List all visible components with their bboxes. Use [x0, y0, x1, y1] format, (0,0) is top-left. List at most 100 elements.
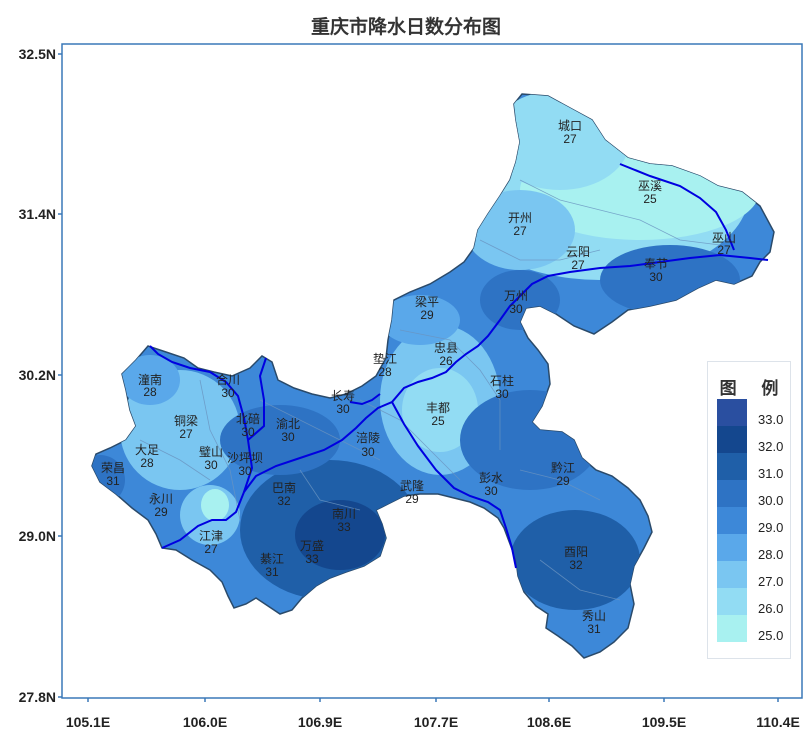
- legend-item: 30.0: [717, 480, 789, 508]
- station-name: 酉阳: [564, 545, 588, 559]
- station-value: 25: [643, 192, 657, 206]
- station-value: 33: [305, 552, 319, 566]
- station-value: 32: [277, 494, 291, 508]
- station-name: 武隆: [400, 478, 424, 493]
- station-value: 30: [241, 425, 255, 439]
- plot-frame: [61, 43, 803, 699]
- station-name: 石柱: [490, 373, 514, 388]
- station-value: 29: [556, 474, 570, 488]
- x-tick-label: 106.9E: [298, 714, 342, 730]
- station-value: 28: [378, 365, 392, 379]
- station-value: 30: [649, 270, 663, 284]
- station-value: 30: [238, 464, 252, 478]
- station-name: 渝北: [276, 416, 300, 431]
- station-value: 30: [281, 430, 295, 444]
- legend-value: 30.0: [758, 493, 784, 508]
- station-name: 丰都: [426, 401, 450, 415]
- legend-value: 25.0: [758, 628, 784, 643]
- station-name: 南川: [332, 506, 356, 521]
- station-value: 27: [179, 427, 193, 441]
- chongqing-map: 城口 27 巫溪 25 开州 27 云阳 27 巫山 27 奉节 30 万州 3…: [91, 93, 775, 659]
- station-name: 云阳: [566, 245, 590, 259]
- x-tick-label: 105.1E: [66, 714, 110, 730]
- station-name: 城口: [558, 119, 582, 133]
- x-tick-label: 107.7E: [414, 714, 458, 730]
- station-name: 梁平: [415, 294, 439, 309]
- station-value: 27: [513, 224, 527, 238]
- y-tick-label: 30.2N: [19, 367, 56, 383]
- station-value: 29: [154, 505, 168, 519]
- legend-swatch: [717, 561, 747, 588]
- legend-value: 27.0: [758, 574, 784, 589]
- station-value: 25: [431, 414, 445, 428]
- legend-item: 27.0: [717, 561, 789, 589]
- station-value: 27: [717, 243, 731, 257]
- station-name: 大足: [135, 443, 159, 457]
- legend-value: 33.0: [758, 412, 784, 427]
- legend-swatch: [717, 615, 747, 642]
- station-name: 沙坪坝: [227, 451, 263, 465]
- station-name: 万盛: [300, 538, 324, 553]
- station-value: 27: [571, 258, 585, 272]
- legend-item: 26.0: [717, 588, 789, 616]
- y-tick-label: 29.0N: [19, 528, 56, 544]
- legend: 图 例 33.0 32.0 31.0 30.0 29.0 28.0 27.0 2…: [707, 361, 791, 659]
- x-tick-label: 108.6E: [527, 714, 571, 730]
- station-value: 30: [495, 387, 509, 401]
- legend-swatch: [717, 507, 747, 534]
- legend-item: 31.0: [717, 453, 789, 481]
- y-tick-label: 31.4N: [19, 206, 56, 222]
- legend-value: 32.0: [758, 439, 784, 454]
- station-value: 33: [337, 520, 351, 534]
- legend-swatch: [717, 534, 747, 561]
- legend-item: 33.0: [717, 399, 789, 427]
- station-value: 29: [420, 308, 434, 322]
- legend-swatch: [717, 588, 747, 615]
- map-title: 重庆市降水日数分布图: [310, 17, 501, 38]
- station-name: 黔江: [551, 460, 575, 475]
- station-value: 30: [509, 302, 523, 316]
- legend-item: 28.0: [717, 534, 789, 562]
- station-name: 涪陵: [356, 430, 380, 445]
- rivers: [149, 163, 769, 569]
- station-name: 巫山: [712, 231, 736, 245]
- x-tick-label: 106.0E: [183, 714, 227, 730]
- station-value: 28: [143, 385, 157, 399]
- station-name: 长寿: [331, 389, 355, 403]
- station-name: 垫江: [373, 351, 397, 366]
- station-value: 31: [587, 622, 601, 636]
- legend-value: 29.0: [758, 520, 784, 535]
- legend-swatch: [717, 453, 747, 480]
- legend-item: 32.0: [717, 426, 789, 454]
- county-boundaries: [139, 179, 721, 601]
- y-tick-label: 32.5N: [19, 46, 56, 62]
- station-value: 29: [405, 492, 419, 506]
- station-name: 铜梁: [174, 413, 198, 428]
- station-value: 30: [361, 445, 375, 459]
- x-axis: 105.1E 106.0E 106.9E 107.7E 108.6E 109.5…: [66, 698, 800, 730]
- station-value: 30: [204, 458, 218, 472]
- station-value: 26: [439, 354, 453, 368]
- station-name: 开州: [508, 211, 532, 225]
- station-value: 30: [336, 402, 350, 416]
- station-labels: 城口 27 巫溪 25 开州 27 云阳 27 巫山 27 奉节 30 万州 3…: [101, 119, 736, 636]
- station-value: 31: [265, 565, 279, 579]
- station-value: 32: [569, 558, 583, 572]
- x-tick-label: 109.5E: [642, 714, 686, 730]
- station-value: 28: [140, 456, 154, 470]
- station-name: 彭水: [479, 471, 503, 485]
- legend-swatch: [717, 480, 747, 507]
- legend-value: 28.0: [758, 547, 784, 562]
- station-name: 潼南: [138, 372, 162, 387]
- station-value: 27: [563, 132, 577, 146]
- station-name: 巴南: [272, 480, 296, 495]
- legend-swatch: [717, 399, 747, 426]
- station-name: 永川: [149, 492, 173, 506]
- station-value: 30: [221, 386, 235, 400]
- legend-value: 26.0: [758, 601, 784, 616]
- station-value: 27: [204, 542, 218, 556]
- station-name: 巫溪: [638, 179, 662, 193]
- y-tick-label: 27.8N: [19, 689, 56, 705]
- station-value: 31: [106, 474, 120, 488]
